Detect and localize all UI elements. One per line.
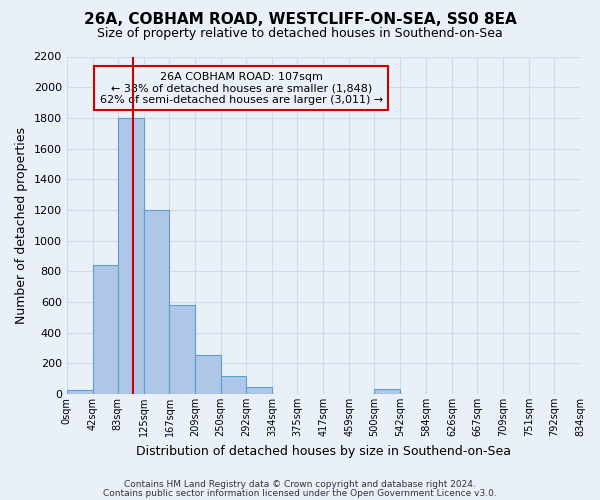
Bar bbox=[118, 118, 143, 394]
Text: 26A COBHAM ROAD: 107sqm
← 38% of detached houses are smaller (1,848)
62% of semi: 26A COBHAM ROAD: 107sqm ← 38% of detache… bbox=[100, 72, 383, 105]
Text: Contains public sector information licensed under the Open Government Licence v3: Contains public sector information licen… bbox=[103, 488, 497, 498]
Text: 26A, COBHAM ROAD, WESTCLIFF-ON-SEA, SS0 8EA: 26A, COBHAM ROAD, WESTCLIFF-ON-SEA, SS0 … bbox=[83, 12, 517, 28]
X-axis label: Distribution of detached houses by size in Southend-on-Sea: Distribution of detached houses by size … bbox=[136, 444, 511, 458]
Bar bbox=[247, 387, 272, 394]
Bar bbox=[196, 355, 221, 394]
Bar bbox=[221, 376, 247, 394]
Bar bbox=[169, 305, 196, 394]
Bar bbox=[92, 265, 118, 394]
Text: Size of property relative to detached houses in Southend-on-Sea: Size of property relative to detached ho… bbox=[97, 28, 503, 40]
Bar bbox=[143, 210, 169, 394]
Y-axis label: Number of detached properties: Number of detached properties bbox=[15, 127, 28, 324]
Text: Contains HM Land Registry data © Crown copyright and database right 2024.: Contains HM Land Registry data © Crown c… bbox=[124, 480, 476, 489]
Bar bbox=[374, 388, 400, 394]
Bar bbox=[67, 390, 92, 394]
